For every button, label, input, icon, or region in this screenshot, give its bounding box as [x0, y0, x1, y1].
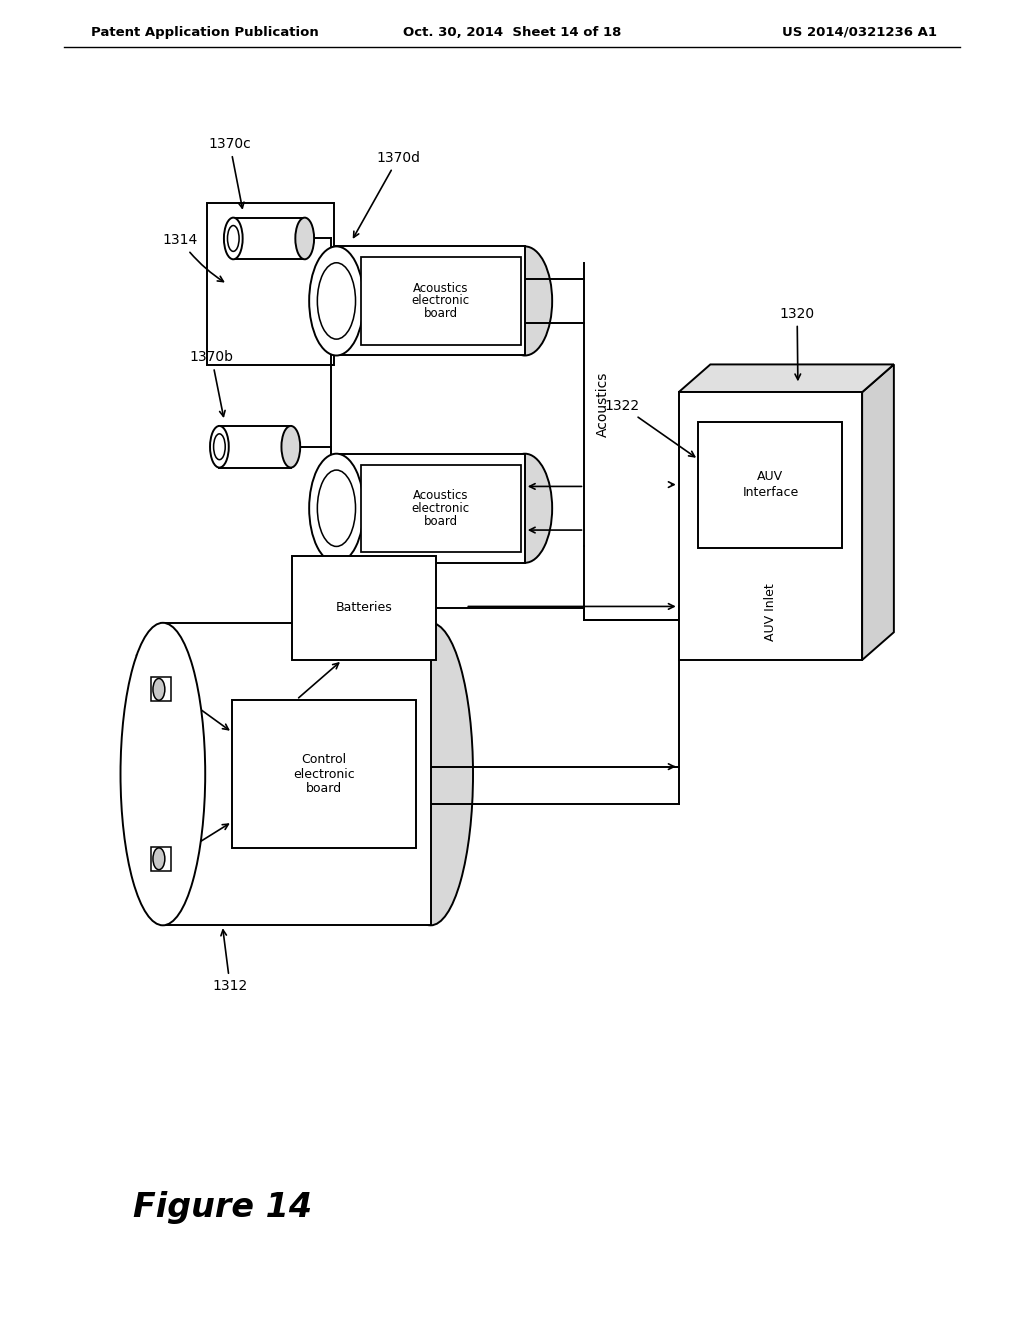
Ellipse shape	[309, 247, 364, 355]
Text: Control: Control	[301, 752, 346, 766]
Text: Acoustics: Acoustics	[596, 372, 610, 437]
Bar	[151, 847, 171, 871]
Ellipse shape	[282, 426, 300, 467]
Bar	[163, 623, 431, 925]
Ellipse shape	[498, 454, 552, 562]
Text: Acoustics: Acoustics	[413, 488, 469, 502]
Bar	[360, 465, 521, 552]
Bar	[360, 257, 521, 345]
Bar	[232, 700, 416, 849]
Text: 1370d: 1370d	[353, 150, 420, 238]
Text: 1370c: 1370c	[209, 137, 251, 209]
Ellipse shape	[153, 847, 165, 870]
Text: electronic: electronic	[293, 767, 355, 780]
Text: 1370b: 1370b	[189, 350, 233, 416]
Ellipse shape	[214, 434, 225, 459]
Bar	[151, 677, 171, 701]
Bar	[679, 392, 862, 660]
Text: Interface: Interface	[742, 486, 799, 499]
Text: electronic: electronic	[412, 502, 470, 515]
Bar	[208, 203, 335, 366]
Text: AUV: AUV	[758, 470, 783, 483]
Ellipse shape	[224, 218, 243, 259]
Text: Batteries: Batteries	[335, 602, 392, 614]
Bar	[219, 426, 291, 467]
Text: US 2014/0321236 A1: US 2014/0321236 A1	[781, 25, 937, 38]
Text: electronic: electronic	[412, 294, 470, 308]
Text: 1322: 1322	[604, 399, 694, 457]
Polygon shape	[862, 364, 894, 660]
Text: 1320: 1320	[779, 306, 815, 380]
Bar	[337, 247, 525, 355]
Text: Oct. 30, 2014  Sheet 14 of 18: Oct. 30, 2014 Sheet 14 of 18	[402, 25, 622, 38]
Text: 1400: 1400	[133, 655, 172, 669]
Ellipse shape	[295, 218, 314, 259]
Text: Acoustics: Acoustics	[413, 281, 469, 294]
Text: board: board	[306, 783, 342, 796]
Ellipse shape	[153, 678, 165, 701]
Ellipse shape	[317, 263, 355, 339]
Text: 1312: 1312	[212, 929, 248, 993]
Text: AUV Inlet: AUV Inlet	[764, 583, 777, 640]
Ellipse shape	[498, 247, 552, 355]
Polygon shape	[679, 364, 894, 392]
Text: board: board	[424, 515, 458, 528]
Bar	[233, 218, 305, 259]
Bar	[337, 454, 525, 562]
Text: board: board	[424, 308, 458, 321]
Bar	[292, 556, 435, 660]
Ellipse shape	[210, 426, 228, 467]
Ellipse shape	[309, 454, 364, 562]
Text: 1314: 1314	[163, 234, 223, 281]
Ellipse shape	[317, 470, 355, 546]
Ellipse shape	[388, 623, 473, 925]
Text: Figure 14: Figure 14	[133, 1191, 312, 1224]
Text: 1370a: 1370a	[322, 573, 366, 635]
Bar	[698, 421, 843, 548]
Ellipse shape	[227, 226, 239, 251]
Ellipse shape	[121, 623, 205, 925]
Text: Patent Application Publication: Patent Application Publication	[91, 25, 319, 38]
